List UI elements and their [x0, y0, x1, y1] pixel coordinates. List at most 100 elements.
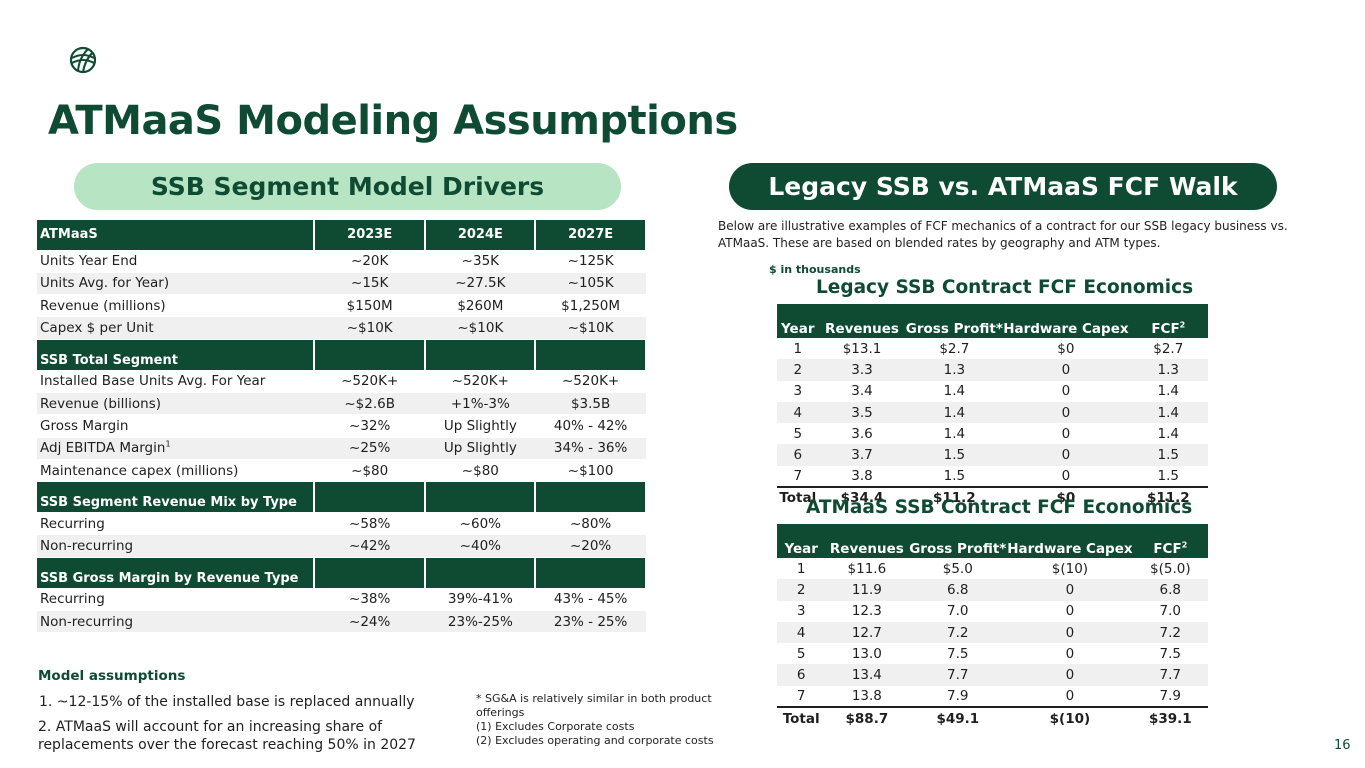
table-cell: ~80%: [535, 512, 646, 536]
total-cell: $39.1: [1132, 706, 1208, 730]
table-cell: 3.4: [851, 383, 873, 400]
column-header: 2024E: [425, 220, 537, 251]
table-cell: $2.7: [1153, 340, 1184, 357]
table-row: Adj EBITDA Margin1 ~25% Up Slightly 34% - 3…: [37, 437, 646, 460]
row-label: Maintenance capex (millions): [37, 459, 314, 483]
table-cell: ~42%: [313, 534, 426, 558]
row-label: Revenue (millions): [37, 294, 314, 318]
legacy-fcf-table: Year Revenues Gross Profit* Hardware Capex F…: [777, 304, 1208, 508]
table-cell: 6.8: [908, 579, 1008, 601]
table-cell: 2: [777, 579, 826, 601]
table-row: Maintenance capex (millions) ~$80 ~$80 ~$10…: [37, 459, 646, 483]
table-cell: 13.0: [851, 645, 882, 662]
table-row: 4 12.7 7.2 0 7.2: [777, 621, 1208, 644]
table-row: 3 12.3 7.0 0 7.0: [777, 601, 1208, 622]
table-cell: ~125K: [535, 250, 646, 273]
table-cell: 0: [1065, 645, 1075, 662]
table-cell: 3.5: [818, 401, 906, 424]
column-header: FCF2: [1132, 524, 1208, 558]
table-cell: 0: [1003, 359, 1129, 381]
column-header: ATMaaS: [37, 220, 315, 251]
model-assumption-item: 1. ~12-15% of the installed base is repl…: [39, 694, 415, 710]
table-cell: ~20%: [535, 534, 646, 558]
table-cell: +1%-3%: [425, 392, 536, 416]
table-cell: 6: [777, 444, 819, 466]
table-cell: 1.3: [905, 359, 1004, 381]
table-cell: ~35K: [425, 250, 536, 273]
table-cell: $(5.0): [1150, 560, 1191, 577]
table-cell: 1.5: [1128, 444, 1208, 466]
table-cell: 40% - 42%: [535, 414, 646, 438]
table-cell: ~27.5K: [425, 272, 536, 296]
table-cell: 1.5: [943, 467, 966, 484]
table-cell: ~105K: [535, 272, 646, 296]
table-cell: 0: [1007, 579, 1133, 601]
table-row: 5 13.0 7.5 0 7.5: [777, 643, 1208, 664]
table-row: 7 13.8 7.9 0 7.9: [777, 686, 1208, 707]
table-cell: 7: [796, 687, 806, 704]
table-cell: 43% - 45%: [535, 588, 646, 612]
row-label: Installed Base Units Avg. For Year: [37, 370, 314, 393]
model-drivers-table: ATMaaS 2023E 2024E 2027E Units Year End ~20K ~…: [37, 220, 647, 634]
table-row: Units Year End ~20K ~35K ~125K: [37, 250, 646, 273]
table-cell: $11.6: [847, 560, 887, 577]
total-cell: $49.1: [908, 706, 1008, 730]
table-cell: ~$10K: [535, 316, 646, 340]
section-label: SSB Total Segment: [37, 339, 315, 371]
atmaas-table-title: ATMaaS SSB Contract FCF Economics: [806, 497, 1193, 518]
table-cell: 39%-41%: [425, 588, 536, 612]
table-cell: 3: [796, 603, 806, 620]
table-row: 1 $13.1 $2.7 $0 $2.7: [777, 338, 1208, 359]
table-cell: 7.5: [1159, 645, 1182, 662]
table-cell: 0: [1003, 401, 1129, 424]
table-row: 6 13.4 7.7 0 7.7: [777, 664, 1208, 686]
table-cell: 0: [1061, 383, 1071, 400]
table-cell: 7.5: [947, 645, 969, 662]
table-cell: 7.2: [908, 621, 1008, 644]
table-cell: $2.7: [939, 340, 970, 357]
table-cell: ~$10K: [313, 316, 426, 340]
table-cell: ~15K: [313, 272, 426, 296]
table-cell: 7: [793, 467, 803, 484]
table-cell: 5: [793, 425, 803, 442]
table-cell: ~60%: [425, 512, 536, 536]
table-row: Revenue (millions) $150M $260M $1,250M: [37, 294, 646, 318]
total-cell: $11.2: [905, 486, 1004, 508]
table-cell: 1.4: [1157, 425, 1180, 442]
total-cell: $(10): [1007, 706, 1133, 730]
section-heading-fcf-walk: Legacy SSB vs. ATMaaS FCF Walk: [729, 163, 1277, 210]
table-row: 5 3.6 1.4 0 1.4: [777, 423, 1208, 444]
table-cell: 7.0: [1159, 603, 1182, 620]
column-header: 2027E: [535, 220, 647, 251]
column-header: Hardware Capex: [1003, 304, 1129, 338]
total-cell: $0: [1003, 486, 1129, 508]
section-row: SSB Gross Margin by Revenue Type: [37, 557, 647, 589]
table-row: 6 3.7 1.5 0 1.5: [777, 444, 1208, 466]
units-note: $ in thousands: [769, 263, 861, 276]
model-assumptions-heading: Model assumptions: [38, 668, 186, 684]
section-label: SSB Segment Revenue Mix by Type: [37, 481, 315, 514]
table-cell: 3.8: [851, 467, 873, 484]
table-cell: 4: [777, 401, 819, 424]
table-cell: 2: [777, 359, 819, 381]
table-row: Non-recurring ~42% ~40% ~20%: [37, 534, 646, 558]
fcf-intro-text: Below are illustrative examples of FCF m…: [718, 219, 1288, 250]
row-label: Units Year End: [37, 250, 314, 273]
table-cell: ~32%: [313, 414, 426, 438]
column-header: Gross Profit*: [905, 304, 1004, 338]
globe-logo-icon: [69, 46, 97, 74]
table-cell: 3.7: [818, 444, 906, 466]
row-label: Revenue (billions): [37, 392, 314, 416]
table-cell: $(10): [1051, 560, 1089, 577]
section-cell: [535, 481, 647, 514]
table-cell: ~$100: [535, 459, 646, 483]
table-cell: 23%-25%: [425, 610, 536, 634]
section-cell: [313, 557, 427, 589]
table-row: Non-recurring ~24% 23%-25% 23% - 25%: [37, 610, 646, 634]
section-cell: [535, 339, 647, 371]
row-label: Gross Margin: [37, 414, 314, 438]
superscript-note: 2: [1181, 540, 1188, 550]
row-label: Capex $ per Unit: [37, 316, 314, 340]
table-cell: 11.9: [825, 579, 909, 601]
legacy-table-title: Legacy SSB Contract FCF Economics: [816, 277, 1194, 298]
